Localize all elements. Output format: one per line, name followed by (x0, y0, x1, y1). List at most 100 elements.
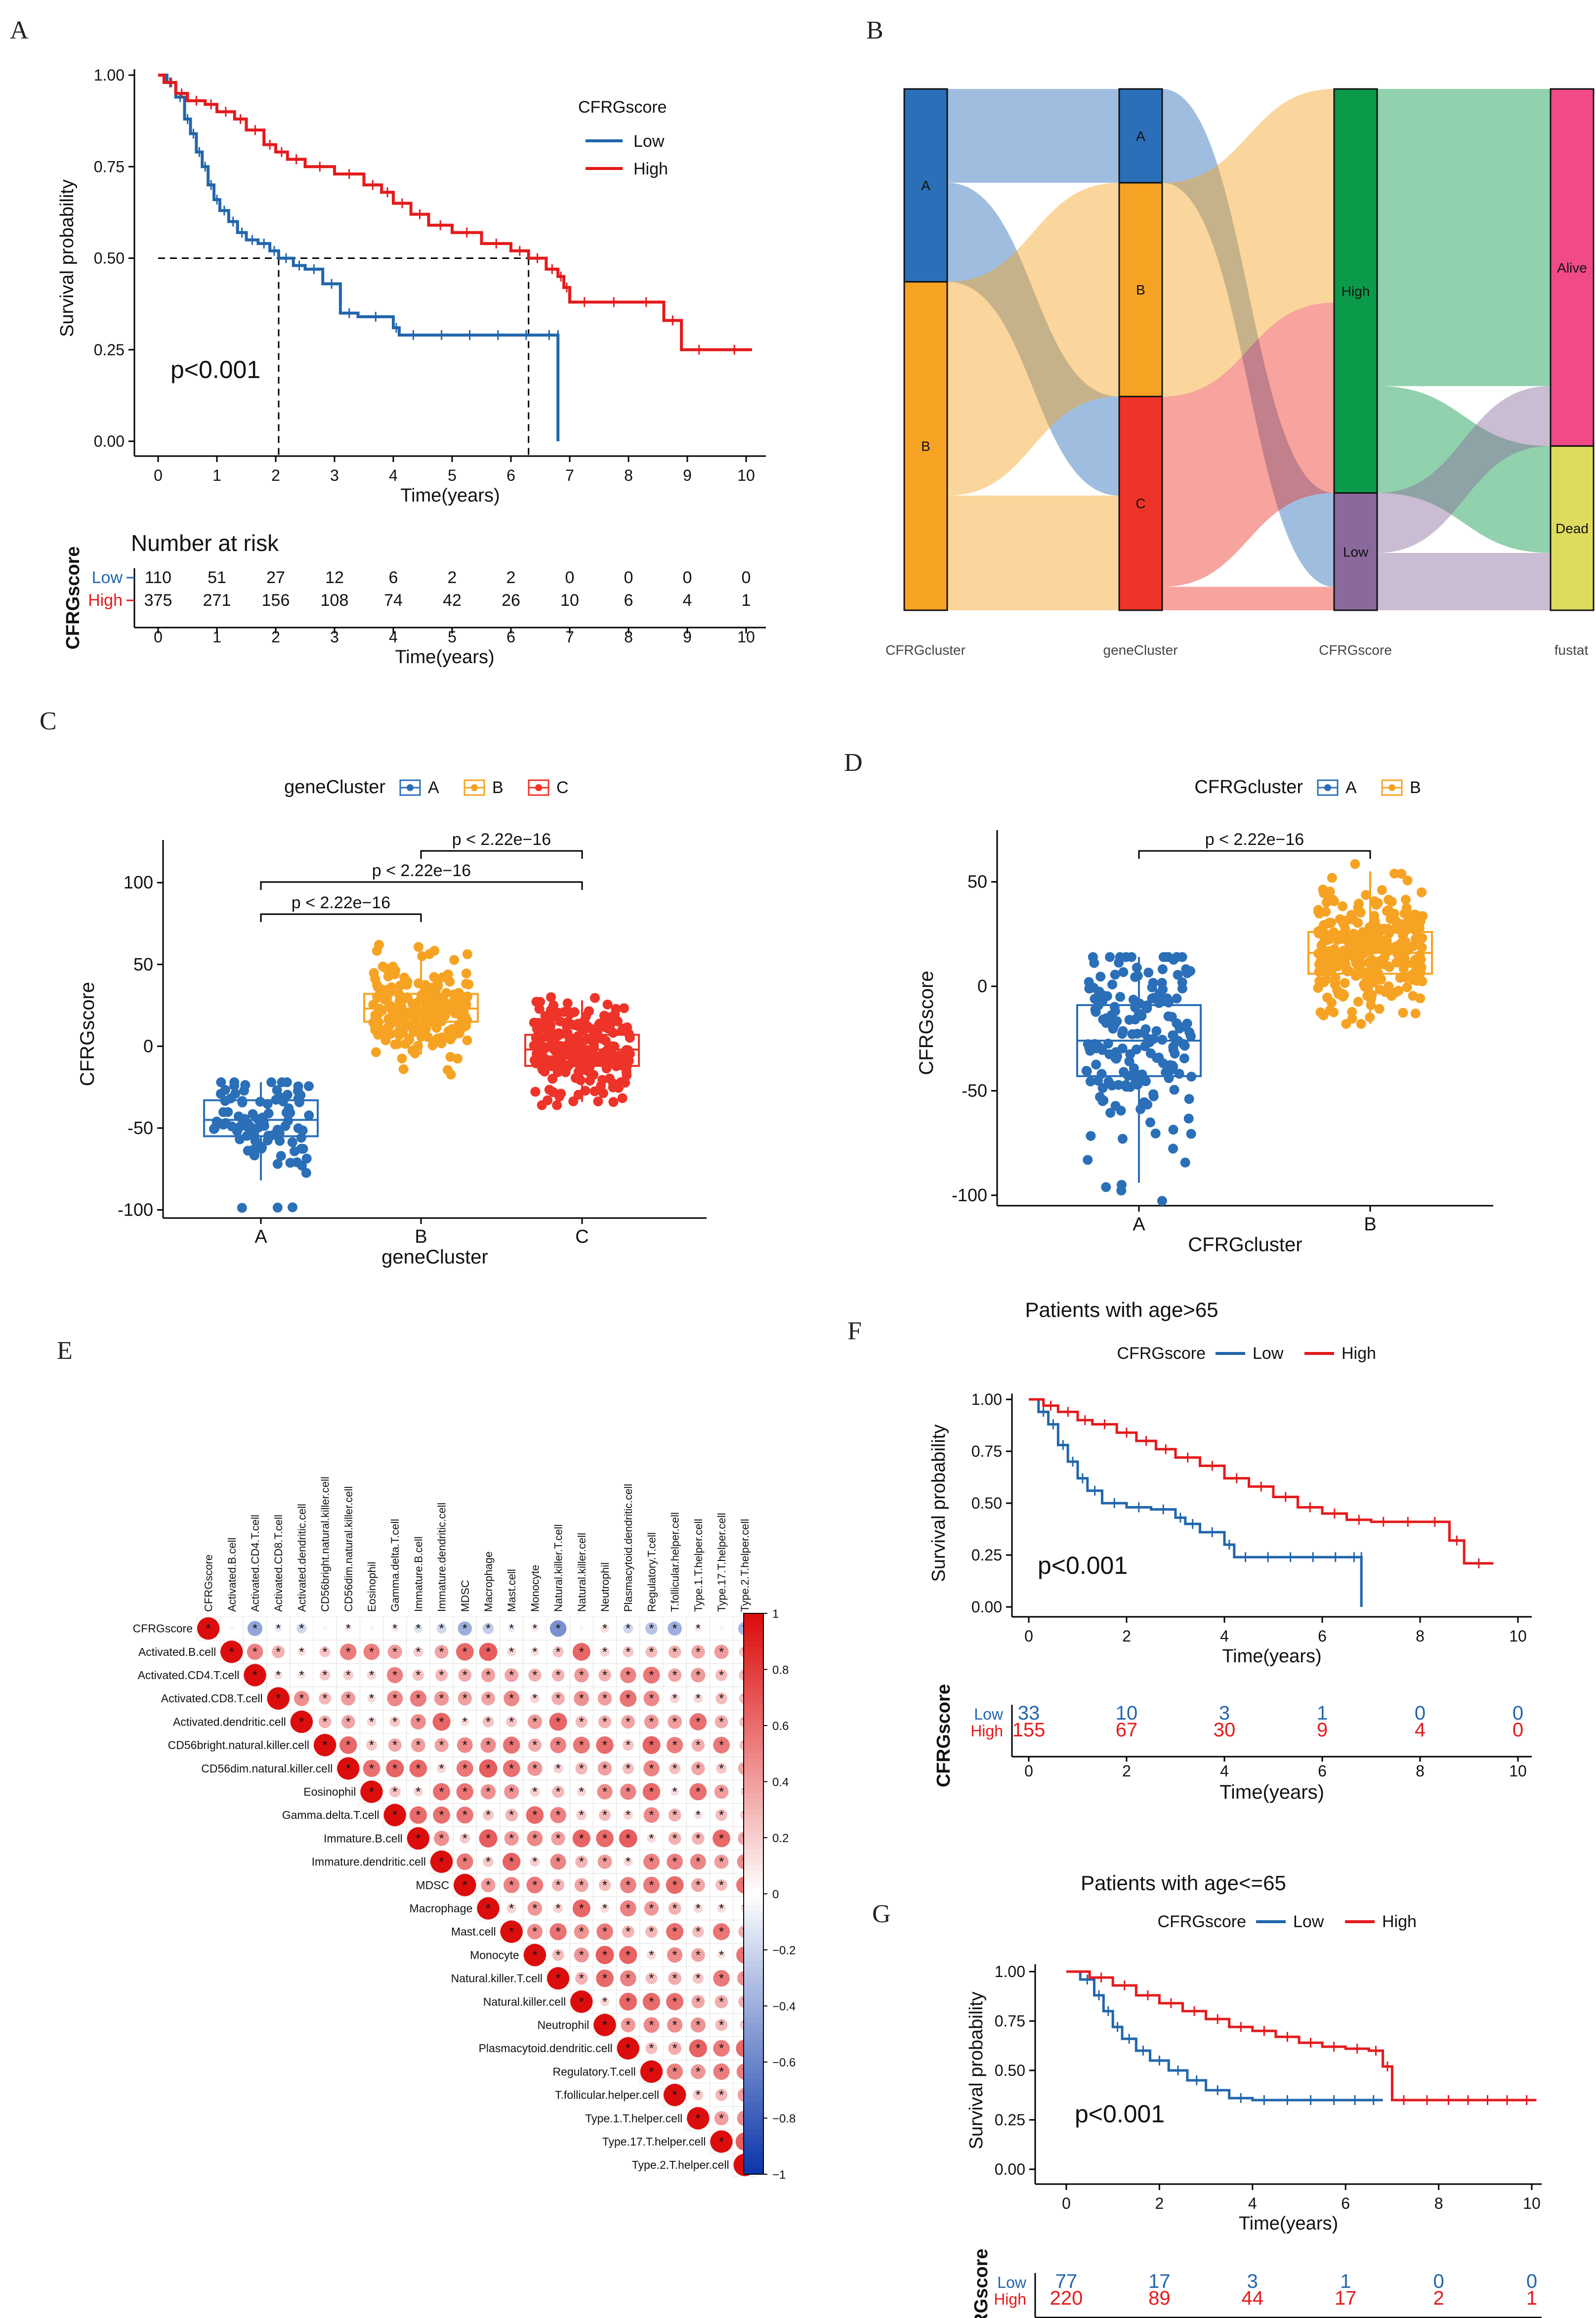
box-d-point-b (1402, 982, 1412, 992)
corr-circle (553, 1903, 563, 1913)
box-c-point-a (295, 1090, 306, 1100)
box-c-y-axis-title: CFRGscore (77, 982, 98, 1086)
box-c-point-c (535, 1043, 545, 1053)
corr-circle (667, 1854, 683, 1870)
box-d-point-b (1400, 926, 1411, 936)
km-f-risk-cell: 4 (1415, 1719, 1426, 1741)
corr-circle (666, 1923, 684, 1940)
box-d-y-tick-label: 50 (967, 872, 987, 892)
box-d-point-a (1115, 952, 1125, 962)
corr-circle (668, 1809, 681, 1822)
box-d-point-a (1148, 978, 1158, 988)
km-f-risk-x-axis-title: Time(years) (1219, 1781, 1324, 1803)
box-c-point-c (530, 1087, 541, 1097)
box-c-point-a (211, 1116, 222, 1127)
corr-circle (666, 1736, 683, 1754)
box-d-point-a (1105, 1108, 1116, 1118)
corr-significance: * (439, 1621, 444, 1636)
corr-significance: * (649, 1621, 654, 1636)
corr-colorbar-segment (744, 2045, 763, 2052)
km-f-y-tick-label: 1.00 (971, 1391, 1002, 1408)
alluvial-node-label: A (1136, 128, 1145, 144)
box-c-point-a (293, 1081, 303, 1092)
corr-circle (574, 1878, 588, 1892)
box-d-point-b (1329, 933, 1340, 944)
corr-circle (713, 2040, 730, 2057)
box-d-point-b (1340, 978, 1350, 988)
corr-col-label: Type.17.T.helper.cell (715, 1513, 728, 1612)
km-f-risk-y-axis-title: CFRGscore (933, 1684, 954, 1787)
corr-colorbar-segment (744, 1860, 763, 1866)
km-f-risk-cell: 0 (1512, 1719, 1523, 1741)
km-a-x-tick-label: 1 (212, 466, 221, 484)
corr-significance: * (509, 1901, 514, 1916)
box-c-point-c (562, 998, 573, 1009)
box-c-point-c (593, 1056, 604, 1067)
corr-circle (623, 1623, 633, 1634)
box-c-point-c (552, 1100, 562, 1110)
box-d-point-b (1350, 859, 1360, 869)
corr-significance: * (672, 1854, 677, 1869)
box-d-point-a (1168, 1143, 1178, 1154)
corr-circle (622, 1925, 634, 1938)
box-c-point-b (427, 1040, 438, 1051)
corr-significance: * (602, 1644, 607, 1659)
corr-colorbar-segment (744, 1838, 763, 1844)
corr-circle (687, 2107, 710, 2130)
box-c-point-a (223, 1107, 233, 1117)
corr-significance: * (696, 1784, 701, 1799)
box-c-point-a (275, 1136, 285, 1146)
box-d-point-b (1319, 888, 1329, 898)
corr-significance: * (532, 1691, 537, 1706)
km-f-risk-cell: 0 (1512, 1702, 1523, 1724)
km-f-risk-cell: 33 (1018, 1702, 1040, 1724)
corr-circle (505, 1809, 518, 1821)
corr-circle (717, 1951, 726, 1959)
corr-circle (383, 1804, 406, 1826)
corr-colorbar-segment (744, 2146, 763, 2152)
corr-circle (644, 1714, 659, 1729)
box-d-point-b (1396, 869, 1407, 879)
box-c-point-c (555, 1041, 566, 1051)
corr-circle (718, 1626, 724, 1631)
corr-significance: * (649, 1854, 654, 1869)
corr-significance: * (602, 1854, 607, 1869)
corr-circle (714, 1995, 728, 2009)
box-c-point-a (229, 1081, 240, 1091)
km-a-legend-label-low: Low (633, 132, 665, 151)
box-c-point-c (622, 1022, 632, 1032)
box-d-point-a (1180, 1157, 1190, 1168)
corr-significance: * (626, 1901, 630, 1916)
corr-circle (275, 1625, 282, 1632)
corr-circle (504, 1784, 519, 1800)
corr-circle (220, 1641, 243, 1663)
box-c-point-b (394, 1030, 404, 1041)
corr-col-label: Plasmacytoid.dendritic.cell (622, 1484, 634, 1612)
corr-circle (460, 1833, 470, 1844)
alluvial-flow (947, 495, 1119, 610)
corr-circle (504, 1668, 519, 1682)
corr-col-label: Type.2.T.helper.cell (739, 1519, 751, 1612)
corr-colorbar-tick-label: 0.4 (772, 1776, 789, 1789)
box-c-point-b (374, 1008, 384, 1018)
km-g-risk-cell: 3 (1247, 2271, 1258, 2292)
corr-circle (432, 1713, 451, 1731)
corr-circle (458, 1691, 472, 1706)
box-d-point-b (1416, 962, 1427, 972)
box-d-point-a (1085, 1076, 1095, 1087)
box-c-legend-title: geneCluster (284, 777, 385, 798)
corr-circle (410, 1714, 426, 1729)
box-d-point-b (1401, 903, 1412, 913)
box-c-point-b (404, 1034, 415, 1044)
km-a-risk-cell: 26 (502, 591, 520, 610)
corr-circle (666, 1993, 684, 2011)
km-g-curve-high (1066, 1970, 1537, 2102)
km-f-risk-cell: 155 (1012, 1719, 1046, 1741)
corr-colorbar-segment (744, 2062, 763, 2068)
corr-circle (549, 1923, 567, 1940)
alluvial-flow (947, 182, 1119, 496)
corr-circle (363, 1644, 380, 1660)
corr-circle (367, 1717, 377, 1727)
box-d-point-b (1325, 1005, 1335, 1015)
box-c-point-a (272, 1202, 283, 1213)
